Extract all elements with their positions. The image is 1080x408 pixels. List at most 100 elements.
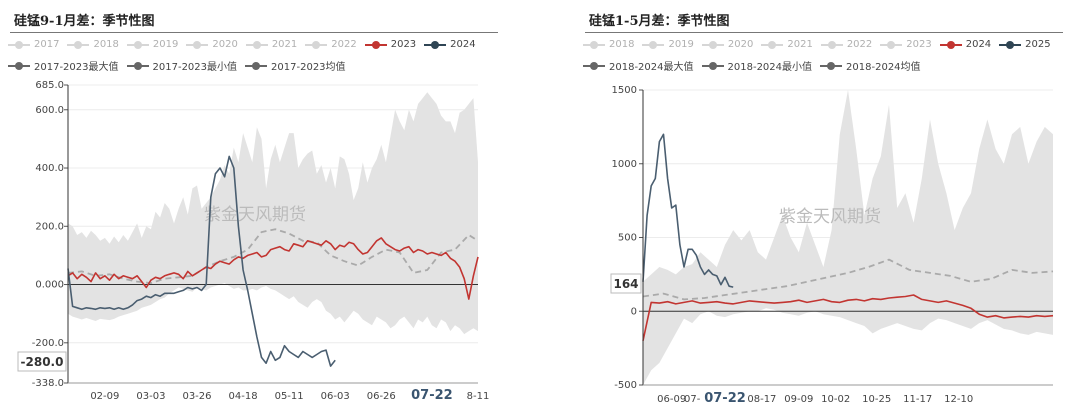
legend-swatch-marker — [15, 61, 23, 70]
legend-label: 2024 — [965, 39, 992, 50]
chart-panel-left: 硅锰9-1月差：季节性图 2017 2018 2019 2020 2021 2022 202… — [8, 14, 498, 403]
y-tick-label: 1000 — [612, 159, 637, 170]
legend-swatch-icon — [67, 40, 90, 49]
legend-item[interactable]: 2017-2023均值 — [245, 58, 346, 73]
legend-item[interactable]: 2018-2024最小值 — [701, 58, 812, 73]
legend-swatch-icon — [8, 40, 30, 49]
legend-item[interactable]: 2018 — [583, 39, 634, 50]
x-tick-label: 06-03 — [321, 391, 350, 402]
legend-label: 2017-2023均值 — [271, 62, 346, 73]
legend-item[interactable]: 2023 — [880, 39, 932, 50]
legend-swatch-icon — [761, 40, 784, 49]
legend-label: 2019 — [668, 39, 694, 50]
legend-item[interactable]: 2022 — [820, 39, 873, 50]
y-tick-label: 1500 — [612, 85, 637, 96]
legend-item[interactable]: 2019 — [642, 39, 694, 50]
legend-item[interactable]: 2019 — [126, 39, 178, 50]
x-tick-label: 09-09 — [784, 394, 813, 405]
legend-swatch-icon — [245, 40, 268, 49]
x-tick-label: 11-17 — [903, 394, 932, 405]
y-tick-label: 200.0 — [35, 221, 64, 232]
legend-swatch-icon — [583, 61, 605, 70]
legend-item[interactable]: 2017-2023最大值 — [8, 58, 119, 73]
legend-item[interactable]: 2024 — [424, 39, 476, 50]
legend-item[interactable]: 2023 — [364, 39, 416, 50]
y-tick-label: 400.0 — [35, 163, 64, 174]
x-tick-label: 06-09 — [657, 394, 686, 405]
y-tick-label: -200.0 — [32, 338, 64, 349]
legend-swatch-icon — [424, 40, 447, 49]
legend-row: 2018 2019 2020 2021 2022 2023 2024 2025 — [583, 34, 1051, 55]
legend-swatch-icon — [8, 61, 30, 70]
legend-swatch-marker — [133, 61, 142, 70]
chart-title: 硅锰1-5月差：季节性图 — [589, 14, 730, 29]
legend-swatch-icon — [642, 40, 665, 49]
legend-label: 2023 — [906, 39, 932, 50]
legend-swatch-icon — [701, 61, 724, 70]
chart-plot: 685.0 600.0 400.0 200.0 0.000 -200.0 -338.0 紫金天… — [17, 80, 489, 403]
legend-swatch-marker — [590, 61, 598, 70]
value-callout-box — [610, 273, 642, 294]
legend-label: 2020 — [212, 39, 238, 50]
y-tick-label: -500 — [614, 380, 637, 391]
legend-swatch-marker — [827, 61, 836, 70]
chart-legend: 2018 2019 2020 2021 2022 2023 2024 2025 2018-202… — [583, 34, 1051, 76]
legend-swatch-icon — [820, 61, 843, 70]
legend-swatch-icon — [880, 40, 903, 49]
value-callout-box — [17, 351, 67, 372]
series-line-2018-2024均值 — [642, 258, 1054, 301]
legend-label: 2018 — [609, 39, 635, 50]
legend-label: 2025 — [1025, 39, 1051, 50]
title-rule — [10, 32, 498, 33]
legend-swatch-icon — [939, 40, 962, 49]
legend-label: 2022 — [846, 39, 873, 50]
chart-panel-right: 硅锰1-5月差：季节性图 2018 2019 2020 2021 2022 2023 202… — [575, 0, 1080, 408]
x-tick-label: 04-18 — [229, 391, 258, 402]
legend-swatch-marker — [708, 40, 717, 49]
legend-swatch-marker — [649, 40, 658, 49]
y-tick-label: -338.0 — [32, 378, 64, 389]
legend-item[interactable]: 2018-2024均值 — [820, 58, 921, 73]
legend-item[interactable]: 2017-2023最小值 — [126, 58, 237, 73]
legend-item[interactable]: 2024 — [939, 39, 992, 50]
x-tick-label: 12-10 — [944, 394, 973, 405]
legend-swatch-marker — [312, 40, 321, 49]
legend-label: 2017-2023最大值 — [34, 62, 119, 73]
legend-swatch-icon — [305, 40, 328, 49]
legend-swatch-marker — [371, 40, 380, 49]
x-tick-label: 03-03 — [136, 391, 165, 402]
legend-swatch-icon — [820, 40, 843, 49]
legend-swatch-icon — [245, 61, 268, 70]
legend-label: 2018-2024均值 — [846, 62, 921, 73]
legend-item[interactable]: 2020 — [701, 39, 753, 50]
legend-item[interactable]: 2018-2024最大值 — [583, 58, 694, 73]
legend-item[interactable]: 2017 — [8, 39, 59, 50]
legend-swatch-marker — [431, 40, 440, 49]
legend-item[interactable]: 2025 — [999, 39, 1051, 50]
legend-item[interactable]: 2018 — [67, 39, 119, 50]
legend-label: 2018 — [93, 39, 119, 50]
legend-item[interactable]: 2021 — [245, 39, 297, 50]
x-tick-label: 06-26 — [367, 391, 396, 402]
legend-item[interactable]: 2022 — [305, 39, 357, 50]
legend-swatch-icon — [126, 61, 149, 70]
legend-item[interactable]: 2020 — [186, 39, 238, 50]
legend-label: 2017 — [34, 39, 60, 50]
legend-row: 2017 2018 2019 2020 2021 2022 2023 2024 — [8, 34, 476, 55]
legend-item[interactable]: 2021 — [761, 39, 813, 50]
legend-swatch-icon — [583, 40, 605, 49]
legend-swatch-marker — [252, 40, 261, 49]
legend-swatch-marker — [1006, 40, 1015, 49]
x-tick-label: 03-26 — [182, 391, 211, 402]
legend-swatch-marker — [193, 40, 202, 49]
x-tick-label: 10-25 — [862, 394, 891, 405]
series-line-2025 — [642, 133, 734, 288]
chart-title: 硅锰9-1月差：季节性图 — [14, 14, 155, 29]
legend-label: 2021 — [787, 39, 813, 50]
watermark-text: 紫金天风期货 — [204, 205, 306, 225]
x-tick-label: 10-02 — [821, 394, 850, 405]
title-rule — [585, 32, 1063, 33]
legend-swatch-icon — [701, 40, 724, 49]
legend-swatch-marker — [252, 61, 261, 70]
